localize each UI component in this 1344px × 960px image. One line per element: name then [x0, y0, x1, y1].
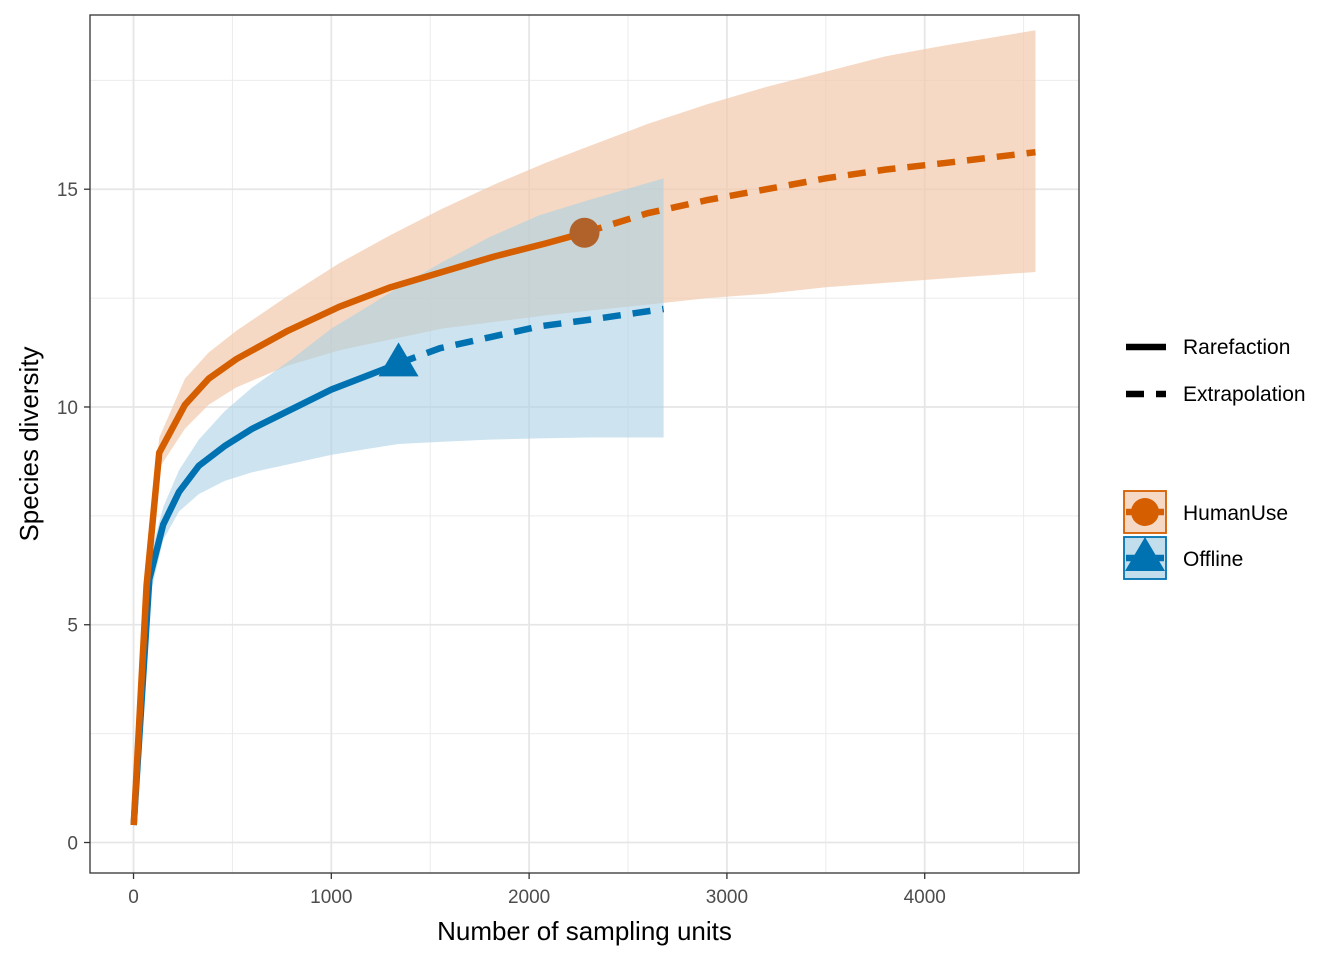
legend-label-offline: Offline: [1183, 548, 1243, 571]
legend-label-humanuse: HumanUse: [1183, 502, 1288, 525]
x-tick-label: 1000: [310, 887, 352, 908]
legend: Rarefaction Extrapolation HumanUse Offline: [1123, 336, 1306, 580]
y-axis-title: Species diversity: [14, 346, 44, 541]
legend-key-marker: [1125, 537, 1165, 571]
x-axis-title: Number of sampling units: [437, 916, 732, 946]
x-tick-label: 2000: [508, 887, 550, 908]
y-tick-label: 0: [67, 834, 78, 855]
extrapolation-line-humanuse: [583, 148, 1036, 236]
legend-key-offline: [1123, 536, 1167, 580]
x-tick-label: 0: [128, 887, 139, 908]
series-lines: [130, 148, 1036, 826]
legend-label-extrapolation: Extrapolation: [1183, 383, 1306, 406]
x-tick-label: 3000: [706, 887, 748, 908]
legend-label-rarefaction: Rarefaction: [1183, 336, 1290, 359]
legend-key-humanuse: [1123, 490, 1167, 534]
rarefaction-line-humanuse: [130, 229, 586, 826]
y-tick-label: 5: [67, 616, 78, 637]
observed-point-humanuse: [569, 217, 600, 248]
plot-panel-border: [89, 14, 1080, 874]
legend-key-marker: [1131, 498, 1159, 526]
observed-markers: [378, 217, 600, 377]
ribbon-humanuse: [133, 30, 1036, 830]
rarefaction-line-offline: [130, 360, 400, 826]
axes: 0 1000 2000 3000 4000 0 5 10 15: [57, 180, 946, 908]
x-tick-label: 4000: [904, 887, 946, 908]
ribbon-offline: [133, 178, 664, 830]
y-tick-label: 10: [57, 398, 78, 419]
y-tick-label: 15: [57, 180, 78, 201]
confidence-ribbons: [133, 30, 1036, 830]
observed-point-offline: [378, 342, 419, 377]
extrapolation-line-offline: [397, 305, 665, 367]
